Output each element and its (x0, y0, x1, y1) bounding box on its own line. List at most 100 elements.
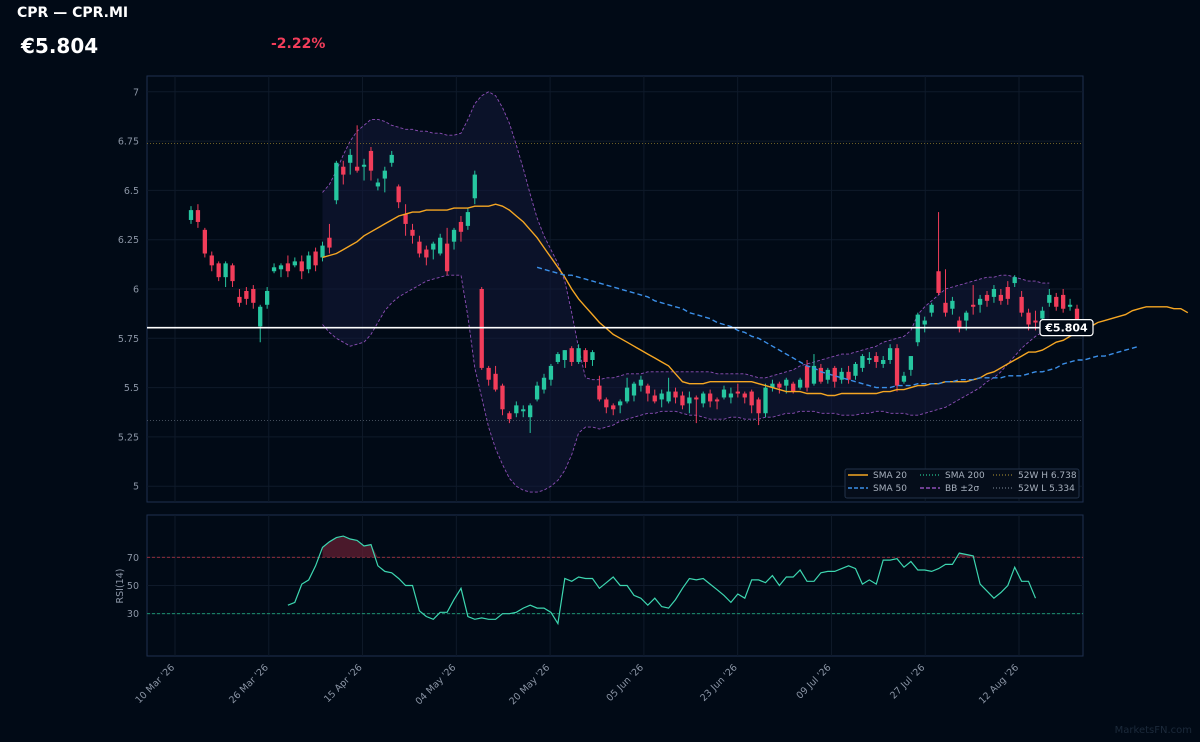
candle-body (936, 271, 941, 293)
candle-body (797, 379, 803, 388)
candle-body (1026, 312, 1031, 325)
candle-body (929, 304, 934, 313)
candle-body (209, 255, 214, 266)
last-price-label: €5.804 (1044, 322, 1088, 335)
candle-body (991, 289, 997, 297)
candle-body (555, 354, 561, 362)
watermark: MarketsFN.com (1114, 725, 1192, 736)
legend-box (844, 468, 1080, 499)
candle-body (562, 350, 567, 360)
candle-body (611, 405, 616, 410)
y-tick-label: 5.25 (118, 432, 139, 443)
candle-body (694, 397, 699, 400)
legend-label: SMA 20 (873, 471, 907, 481)
candle-body (521, 409, 526, 412)
sma20-line (322, 203, 1189, 397)
candle-body (998, 294, 1004, 301)
candle-body (728, 393, 734, 398)
x-axis: 10 Mar '26 26 Mar '26 15 Apr '26 04 May '26… (133, 662, 1021, 707)
candle-body (244, 290, 249, 299)
candle-body (825, 369, 830, 380)
candle-body (853, 363, 858, 376)
candle-body (251, 289, 256, 303)
candle-body (922, 320, 927, 325)
candle-body (188, 210, 194, 220)
candle-body (749, 391, 754, 406)
candle-body (341, 166, 346, 175)
candle-body (528, 405, 533, 418)
y-tick-label: 7 (133, 87, 139, 98)
y-tick-label: 5.75 (118, 334, 139, 345)
current-price: €5.804 (21, 34, 99, 58)
candle-body (804, 365, 810, 388)
bollinger-upper-line (322, 91, 1050, 381)
candle-body (590, 352, 595, 360)
candle-body (417, 241, 422, 254)
candle-body (278, 265, 284, 270)
candle-body (1061, 294, 1066, 309)
candle-body (832, 367, 837, 382)
x-tick-label: 20 May '26 (507, 662, 552, 707)
candle-body (680, 395, 685, 406)
candle-body (811, 365, 817, 384)
candle-body (756, 399, 761, 414)
candle-body (638, 379, 644, 386)
rsi-tick-label: 30 (127, 609, 139, 620)
candle-body (860, 356, 865, 368)
candle-body (1019, 296, 1024, 313)
rsi-tick-label: 50 (127, 581, 139, 592)
candle-body (361, 164, 367, 167)
candle-body (493, 373, 498, 390)
candle-body (791, 383, 796, 392)
candle-body (839, 371, 844, 380)
candle-body (887, 348, 893, 360)
candle-body (410, 229, 415, 236)
candle-body (624, 387, 630, 402)
y-tick-label: 5 (133, 482, 139, 493)
candle-body (881, 360, 886, 364)
candle-body (784, 379, 789, 386)
y-tick-label: 6.25 (118, 235, 139, 246)
candle-body (264, 290, 270, 305)
chart-title: CPR — CPR.MI (17, 5, 129, 21)
y-tick-label: 5.5 (124, 383, 139, 394)
candle-body (604, 399, 609, 408)
candle-body (202, 229, 207, 254)
candle-body (770, 383, 775, 388)
candle-body (576, 348, 581, 362)
candle-body (514, 405, 519, 414)
candle-body (908, 356, 914, 370)
rsi-line (287, 535, 1037, 626)
candle-body (507, 413, 512, 420)
legend: SMA 20 SMA 50 SMA 200 BB ±2σ 52W H 6.738 52W … (844, 468, 1080, 499)
candle-body (666, 391, 671, 402)
candle-body (313, 251, 318, 266)
candle-body (943, 302, 948, 313)
candle-body (645, 385, 650, 394)
candle-body (1054, 296, 1059, 307)
candle-body (901, 375, 907, 382)
candle-body (867, 358, 872, 360)
candle-body (382, 170, 387, 179)
y-tick-label: 6.5 (124, 186, 139, 197)
candle-body (465, 212, 471, 226)
rsi-axis-label: RSI(14) (115, 569, 126, 604)
legend-label: BB ±2σ (945, 484, 979, 494)
candle-body (1067, 304, 1073, 307)
candle-body (334, 162, 339, 201)
bollinger-lower-line (322, 274, 1050, 493)
candle-body (500, 385, 505, 410)
candle-body (534, 385, 540, 400)
candle-body (652, 395, 657, 402)
candle-body (195, 210, 201, 222)
candle-body (971, 304, 976, 307)
candle-body (569, 348, 574, 362)
candle-body (375, 182, 381, 187)
candle-body (950, 300, 955, 309)
candle-body (583, 350, 588, 362)
candle-body (977, 298, 983, 305)
candle-body (223, 263, 228, 278)
candle-body (964, 312, 969, 321)
